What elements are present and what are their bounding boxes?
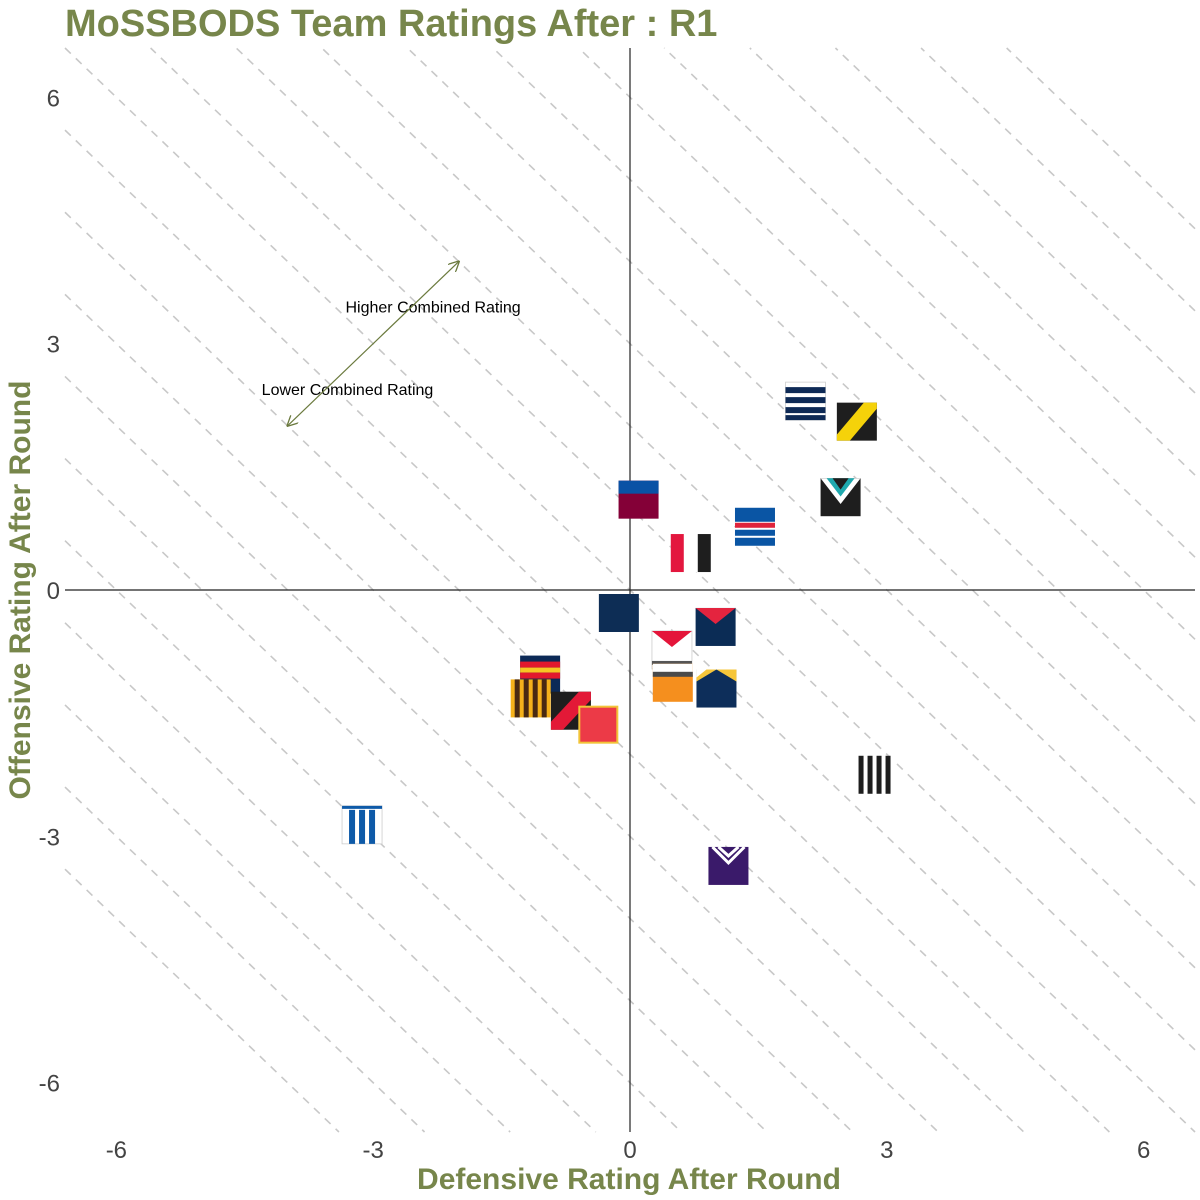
reference-line: [235, 47, 1196, 969]
reference-line: [64, 293, 939, 1133]
x-tick-label: 0: [623, 1137, 636, 1164]
reference-line: [64, 868, 340, 1133]
purple-chevron-icon: [708, 845, 749, 885]
navy-red-v-icon: [695, 607, 736, 646]
y-axis-title: Offensive Rating After Round: [4, 381, 37, 800]
reference-line: [1006, 47, 1196, 230]
reference-line: [920, 47, 1196, 312]
brown-gold-stripes-icon: [510, 679, 551, 718]
red-yellow-trim-icon: [578, 705, 619, 744]
reference-line: [834, 47, 1196, 394]
reference-line: [578, 47, 1196, 640]
team-points: [341, 381, 897, 885]
orange-charcoal-icon: [652, 663, 693, 702]
reference-line: [64, 704, 511, 1133]
y-tick-label: 6: [47, 85, 60, 112]
black-white-stripes-icon: [856, 755, 897, 794]
annotation-label: Higher Combined Rating: [346, 300, 521, 317]
y-tick-label: 0: [47, 578, 60, 605]
reference-line: [64, 622, 597, 1133]
red-white-black-vertical-icon: [670, 534, 711, 573]
x-tick-label: -3: [363, 1137, 384, 1164]
y-tick-label: -3: [39, 824, 60, 851]
axes: [65, 48, 1195, 1132]
reference-line: [749, 47, 1196, 476]
y-tick-label: -6: [39, 1071, 60, 1098]
y-tick-label: 3: [47, 332, 60, 359]
black-teal-chevron-icon: [820, 478, 861, 517]
reference-line: [663, 47, 1196, 558]
navy-white-hoops-icon: [785, 381, 826, 421]
x-tick-label: 3: [880, 1137, 893, 1164]
reference-line: [492, 47, 1196, 722]
white-red-chevron-icon: [651, 630, 693, 670]
x-tick-label: 6: [1137, 1137, 1150, 1164]
navy-square-icon: [598, 593, 639, 632]
black-yellow-sash-icon: [836, 402, 877, 441]
ticks: -6 -3 0 3 6 -6 -3 0 3 6: [39, 85, 1151, 1164]
x-axis-title: Defensive Rating After Round: [417, 1163, 841, 1196]
blue-maroon-icon: [618, 480, 659, 519]
blue-white-stripes-icon: [341, 805, 383, 845]
navy-gold-peak-icon: [696, 669, 737, 708]
reference-line: [64, 458, 768, 1133]
chart-title: MoSSBODS Team Ratings After : R1: [65, 3, 717, 45]
reference-line: [406, 47, 1196, 805]
reference-line: [64, 129, 1110, 1133]
x-tick-label: -6: [106, 1137, 127, 1164]
reference-line: [64, 375, 854, 1133]
blue-red-white-bands-icon: [734, 507, 775, 546]
combined-rating-arrow: [288, 262, 459, 426]
black-red-sash-icon: [550, 691, 591, 730]
annotations: Higher Combined Rating Lower Combined Rat…: [262, 262, 521, 426]
annotation-label: Lower Combined Rating: [262, 382, 434, 399]
reference-line: [321, 47, 1196, 887]
